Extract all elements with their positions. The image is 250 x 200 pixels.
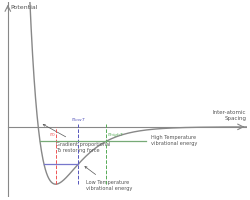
Text: High Temperature
vibrational energy: High Temperature vibrational energy <box>151 134 198 145</box>
Text: Gradient proportional
To restoring force: Gradient proportional To restoring force <box>43 125 110 152</box>
Text: Inter-atomic
Spacing: Inter-atomic Spacing <box>213 110 246 120</box>
Text: r$_{low T}$: r$_{low T}$ <box>70 114 86 123</box>
Text: r$_{high T}$: r$_{high T}$ <box>108 130 124 140</box>
Text: r$_0$: r$_0$ <box>49 130 56 139</box>
Text: Potential: Potential <box>10 5 38 10</box>
Text: Low Temperature
vibrational energy: Low Temperature vibrational energy <box>85 167 132 190</box>
